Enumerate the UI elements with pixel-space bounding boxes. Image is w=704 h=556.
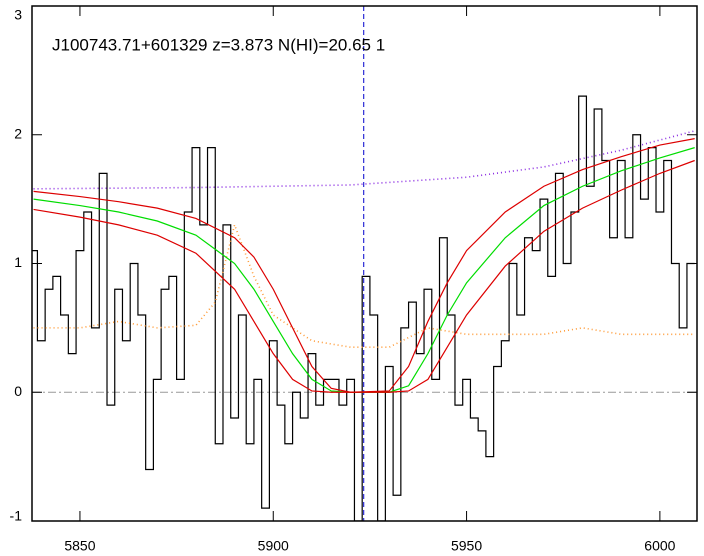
y-tick-label: 1: [14, 254, 22, 270]
x-tick-label: 5900: [258, 538, 289, 554]
y-tick-label: 0: [14, 383, 22, 399]
x-tick-label: 6000: [644, 538, 675, 554]
chart-title: J100743.71+601329 z=3.873 N(HI)=20.65 1: [52, 35, 385, 54]
y-tick-label: 2: [14, 125, 22, 141]
y-tick-label: -1: [10, 508, 23, 524]
model-line: [33, 159, 695, 393]
x-tick-label: 5950: [451, 538, 482, 554]
y-tick-label: 3: [14, 7, 22, 23]
plot-area: [32, 6, 697, 521]
flux-line: [32, 95, 695, 521]
model-line: [33, 222, 695, 348]
x-tick-label: 5850: [64, 538, 95, 554]
